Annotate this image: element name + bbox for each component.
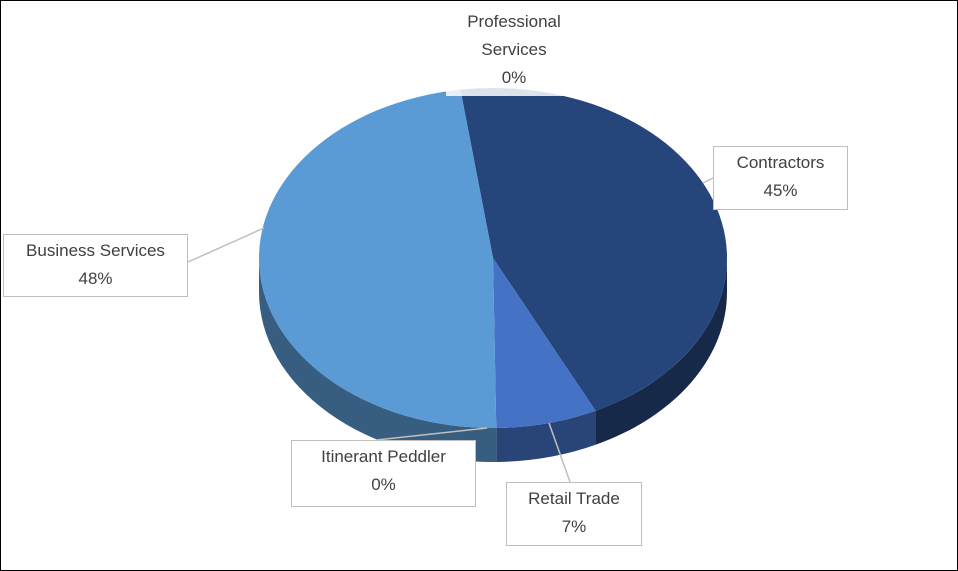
leader-business xyxy=(187,227,265,263)
label-professional-percent: 0% xyxy=(501,68,527,87)
label-professional-line2: Services xyxy=(481,40,547,59)
pie-slice-contractors xyxy=(460,87,728,411)
label-professional-line1: Professional xyxy=(467,12,561,31)
label-retail-name: Retail Trade xyxy=(528,489,620,508)
label-retail-percent: 7% xyxy=(561,517,587,536)
label-contractors: Contractors 45% xyxy=(713,146,848,210)
leader-lines xyxy=(187,177,714,483)
label-itinerant-peddler: Itinerant Peddler 0% xyxy=(291,440,476,507)
label-professional-services: Professional Services 0% xyxy=(446,6,582,96)
pie-slice-retail-trade xyxy=(493,258,596,428)
pie-side-contractors xyxy=(595,258,727,445)
pie-side-retail-trade xyxy=(496,410,596,462)
leader-contractors xyxy=(702,177,714,184)
leader-retail xyxy=(548,422,571,483)
label-business-percent: 48% xyxy=(78,269,113,288)
label-business-name: Business Services xyxy=(26,241,165,260)
pie-top-face xyxy=(259,87,728,429)
label-itinerant-name: Itinerant Peddler xyxy=(321,447,446,466)
label-contractors-name: Contractors xyxy=(736,153,825,172)
label-business-services: Business Services 48% xyxy=(3,234,188,297)
label-itinerant-percent: 0% xyxy=(371,475,396,494)
pie-slice-business-services xyxy=(259,89,497,429)
label-retail-trade: Retail Trade 7% xyxy=(506,482,642,546)
label-contractors-percent: 45% xyxy=(763,181,798,200)
leader-itinerant xyxy=(375,427,488,441)
